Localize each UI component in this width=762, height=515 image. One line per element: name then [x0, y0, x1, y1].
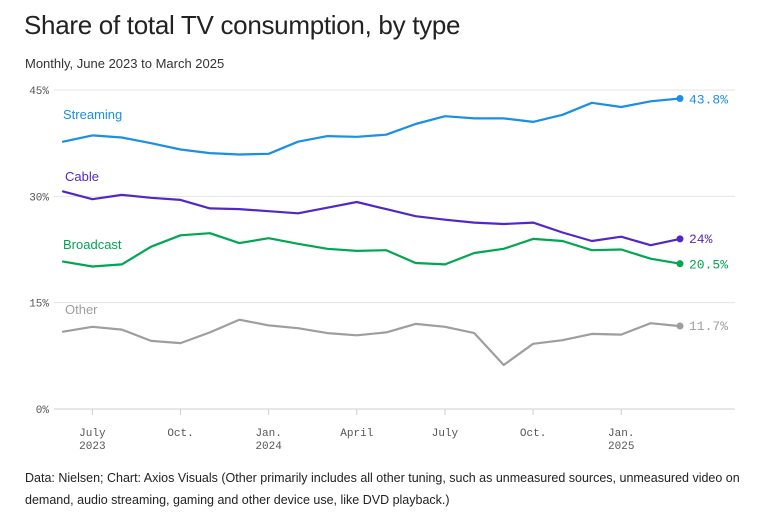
x-tick-label: Oct. — [167, 428, 193, 440]
x-tick-label: Jan. — [608, 428, 634, 440]
endpoint-marker-streaming — [676, 95, 684, 103]
x-tick-label: Oct. — [520, 428, 546, 440]
series-line-other — [61, 318, 682, 367]
chart-subtitle: Monthly, June 2023 to March 2025 — [25, 56, 225, 71]
endpoint-marker-cable — [676, 235, 684, 243]
end-value-label-broadcast: 20.5% — [689, 258, 728, 273]
endpoint-marker-other — [676, 322, 684, 330]
chart-footer-note: Data: Nielsen; Chart: Axios Visuals (Oth… — [25, 471, 740, 507]
x-tick-label: 2024 — [255, 441, 282, 453]
series-line-broadcast — [61, 232, 682, 268]
y-tick-label: 15% — [29, 299, 49, 311]
x-tick-label: Jan. — [255, 428, 281, 440]
series-name-label-cable: Cable — [65, 169, 99, 184]
x-tick-label: July — [79, 428, 106, 440]
endpoint-marker-broadcast — [676, 260, 684, 268]
y-tick-label: 0% — [36, 405, 50, 417]
series-name-label-streaming: Streaming — [63, 107, 122, 122]
x-tick-label: April — [340, 428, 373, 440]
x-tick-label: July — [432, 428, 459, 440]
series-name-label-other: Other — [65, 302, 98, 317]
y-tick-label: 30% — [29, 192, 49, 204]
chart-title: Share of total TV consumption, by type — [24, 10, 461, 40]
x-tick-label: 2025 — [608, 441, 634, 453]
series-line-streaming — [61, 97, 682, 156]
end-value-label-other: 11.7% — [689, 319, 728, 334]
end-value-label-streaming: 43.8% — [689, 93, 728, 108]
series-line-cable — [61, 190, 682, 247]
y-tick-label: 45% — [29, 86, 49, 98]
end-value-label-cable: 24% — [689, 232, 713, 247]
series-name-label-broadcast: Broadcast — [63, 237, 122, 252]
x-tick-label: 2023 — [79, 441, 105, 453]
